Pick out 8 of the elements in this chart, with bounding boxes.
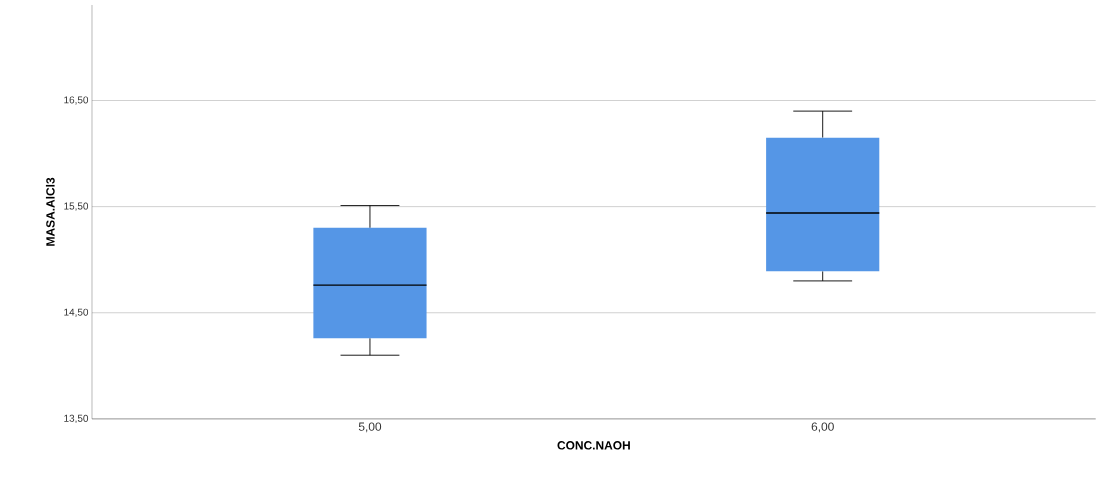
x-tick-label: 5,00 — [358, 422, 382, 433]
y-tick-label: 13,50 — [64, 414, 89, 424]
y-tick-label: 14,50 — [64, 308, 89, 317]
x-tick-label: 6,00 — [811, 422, 834, 433]
y-tick-label: 15,50 — [64, 202, 89, 211]
x-axis-title: CONC.NAOH — [557, 441, 630, 450]
y-axis-title: MASA.AlCl3 — [45, 177, 55, 246]
y-tick-label: 16,50 — [64, 96, 89, 105]
